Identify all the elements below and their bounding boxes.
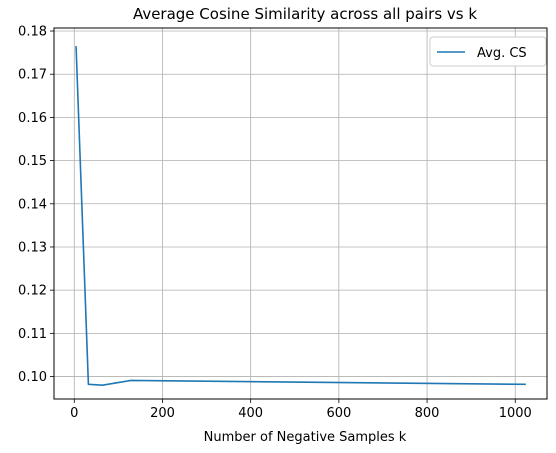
tick-layer: 0 200 400 600 800 1000 0.10 0.11 0.12 0.13 0.14 0.1… bbox=[18, 25, 532, 421]
x-tick-label: 600 bbox=[326, 406, 351, 421]
x-tick-label: 1000 bbox=[499, 406, 532, 421]
y-tick-label: 0.18 bbox=[18, 25, 47, 40]
grid-layer bbox=[54, 28, 547, 399]
legend-box bbox=[429, 36, 547, 67]
y-tick-label: 0.15 bbox=[18, 154, 47, 169]
y-tick-label: 0.13 bbox=[18, 240, 47, 255]
x-axis-label: Number of Negative Samples k bbox=[204, 430, 407, 445]
x-tick-label: 200 bbox=[150, 406, 175, 421]
y-tick-label: 0.14 bbox=[18, 197, 47, 212]
y-tick-label: 0.11 bbox=[18, 327, 47, 342]
legend-label-avg-cs: Avg. CS bbox=[477, 46, 527, 61]
x-tick-label: 400 bbox=[238, 406, 263, 421]
y-tick-label: 0.12 bbox=[18, 284, 47, 299]
x-tick-label: 800 bbox=[415, 406, 440, 421]
chart-title: Average Cosine Similarity across all pai… bbox=[133, 5, 477, 23]
legend: Avg. CS bbox=[429, 36, 547, 67]
y-tick-label: 0.10 bbox=[18, 370, 47, 385]
series-layer bbox=[75, 46, 526, 386]
y-tick-label: 0.17 bbox=[18, 68, 47, 83]
y-tick-label: 0.16 bbox=[18, 111, 47, 126]
x-tick-label: 0 bbox=[70, 406, 78, 421]
plot-frame bbox=[53, 27, 548, 400]
series-line-avg-cs bbox=[75, 46, 526, 386]
